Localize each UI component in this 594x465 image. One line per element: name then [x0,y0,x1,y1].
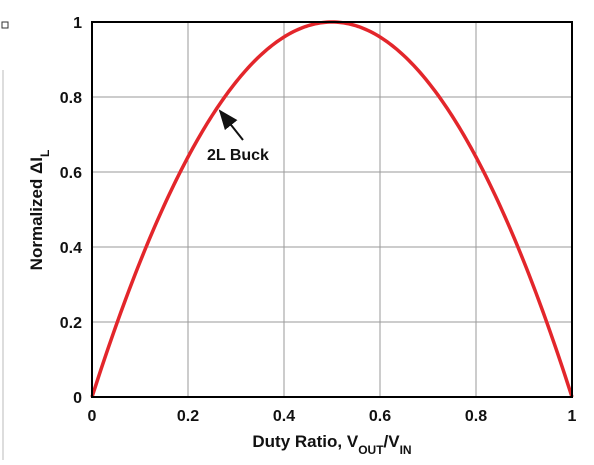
series-layer [90,20,574,398]
corner-marker [1,21,9,29]
y-tick-label: 0.6 [60,165,82,182]
y-tick-label: 1 [73,15,82,32]
x-tick-label: 0 [88,408,97,425]
x-tick-label: 0.2 [177,408,199,425]
annotation-label: 2L Buck [207,147,269,164]
y-axis-label: Normalized ΔIL [27,150,52,271]
y-tick-label: 0 [73,390,82,407]
x-tick-label: 1 [568,408,577,425]
x-tick-label: 0.8 [465,408,487,425]
x-tick-label: 0.6 [369,408,391,425]
annotation-arrow [218,109,244,141]
y-tick-label: 0.8 [60,90,82,107]
grid-lines [92,22,572,397]
x-tick-label: 0.4 [273,408,295,425]
y-tick-label: 0.2 [60,315,82,332]
plot-frame [91,21,573,398]
y-tick-label: 0.4 [60,240,82,257]
tick-labels: 0 0.2 0.4 0.6 0.8 1 0 0.2 0.4 0.6 0.8 1 [60,15,577,425]
series-line-2l-buck [90,20,574,398]
x-axis-label: Duty Ratio, VOUT/VIN [252,432,411,457]
